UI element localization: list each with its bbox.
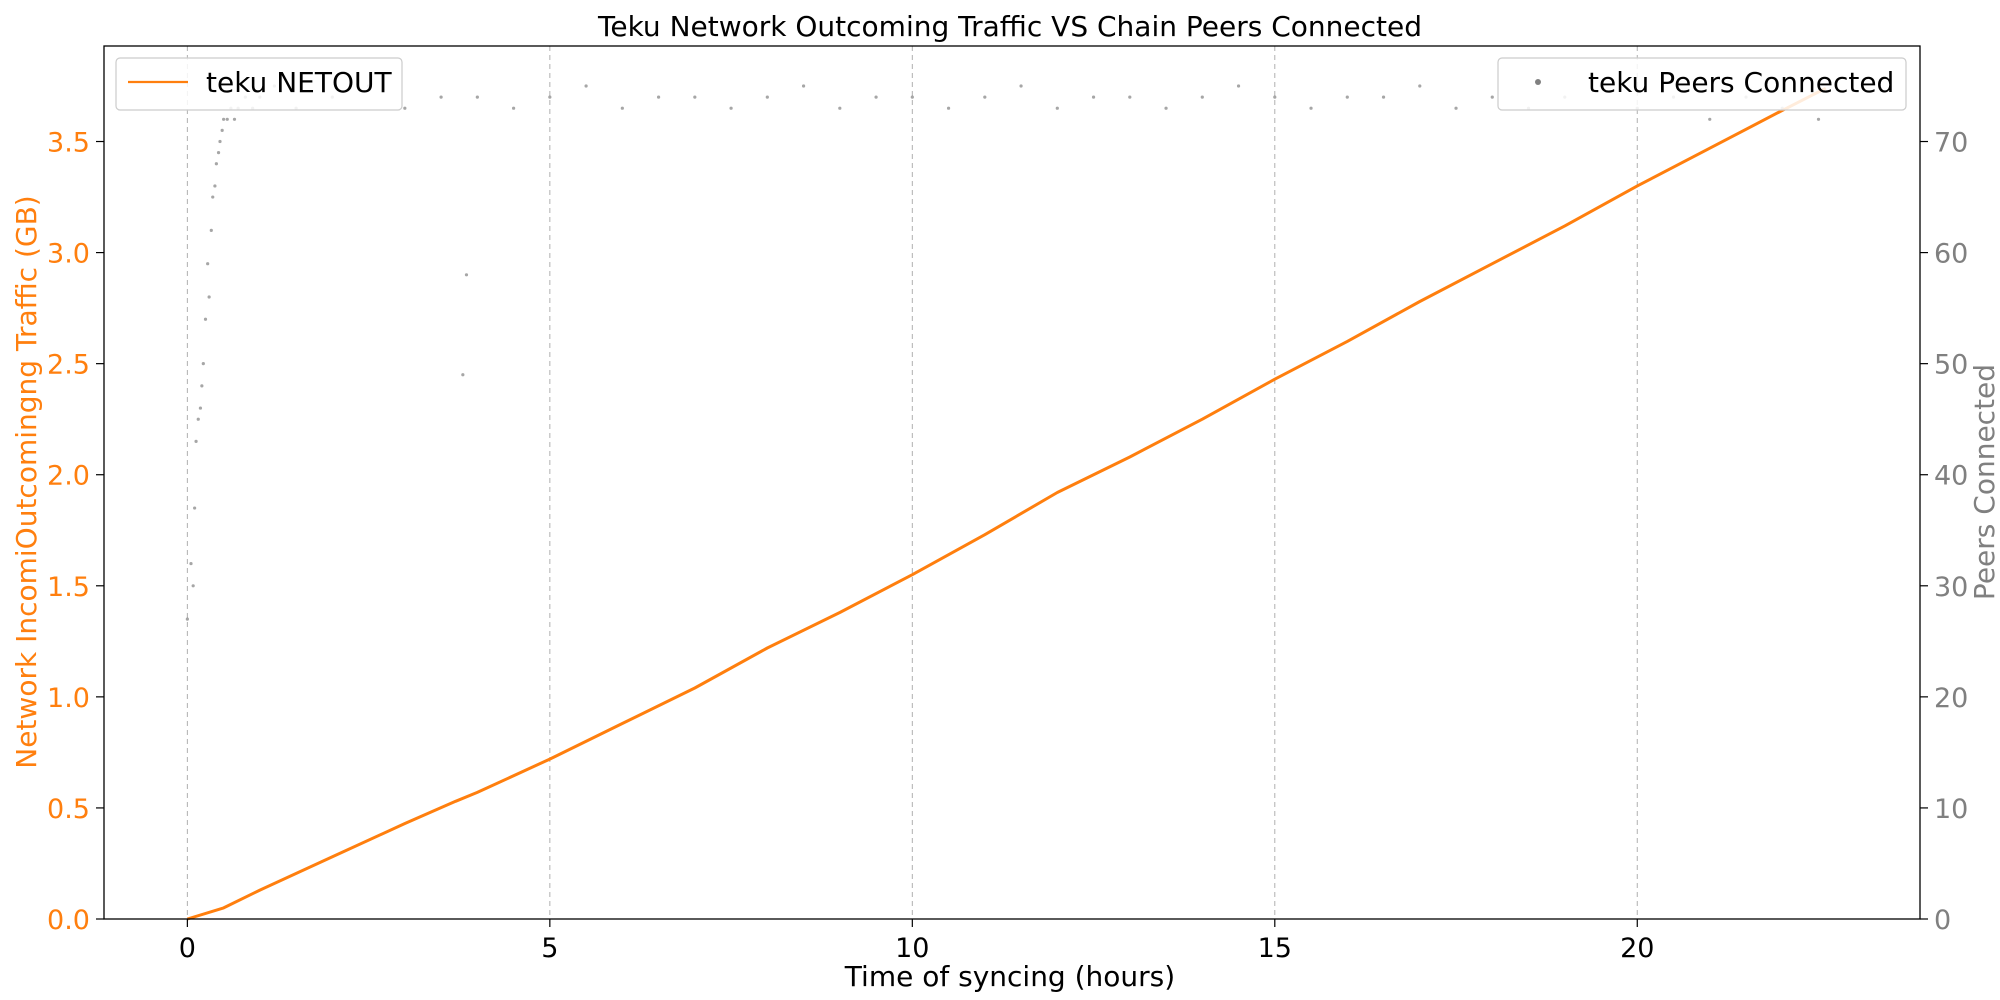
peers-point xyxy=(220,128,224,133)
y-left-tick-label: 1.5 xyxy=(47,572,90,603)
grid-lines xyxy=(186,46,1638,919)
peers-point xyxy=(194,439,198,444)
peers-point xyxy=(1200,95,1204,99)
peers-point xyxy=(1490,95,1494,99)
peers-point xyxy=(874,95,878,99)
legend-left-box xyxy=(115,57,403,111)
x-tick-label: 5 xyxy=(541,933,558,964)
x-tick-label: 10 xyxy=(895,933,929,964)
peers-point xyxy=(1816,117,1821,121)
peers-point xyxy=(983,95,987,99)
peers-point xyxy=(216,151,221,155)
peers-point xyxy=(1708,117,1712,121)
peers-point xyxy=(196,417,200,421)
netout-line-series xyxy=(186,86,1827,921)
y-left-axis-ticks: 0.0 0.5 1.0 1.5 2.0 2.5 3.0 3.5 xyxy=(47,128,104,936)
peers-point xyxy=(910,95,914,99)
peers-point xyxy=(1236,84,1241,88)
netout-line xyxy=(186,86,1827,921)
y-right-axis-label: Peers Connected xyxy=(1968,364,2000,600)
peers-point xyxy=(1055,106,1059,110)
peers-point xyxy=(1273,95,1277,99)
peers-point xyxy=(475,95,479,99)
y-left-tick-label: 1.0 xyxy=(47,683,90,714)
peers-scatter-series xyxy=(185,84,1821,621)
peers-point xyxy=(1309,106,1313,110)
peers-point xyxy=(207,295,211,299)
peers-point xyxy=(200,384,204,388)
peers-point xyxy=(211,195,215,199)
legend-right-dot-swatch xyxy=(1535,79,1541,85)
peers-point xyxy=(203,317,208,321)
peers-point xyxy=(1418,84,1422,88)
peers-point xyxy=(1128,95,1132,99)
peers-point xyxy=(765,95,769,99)
legend-left: teku NETOUT xyxy=(115,57,403,111)
peers-point xyxy=(1345,95,1349,99)
x-tick-label: 0 xyxy=(179,933,196,964)
x-tick-label: 15 xyxy=(1258,933,1292,964)
peers-point xyxy=(218,139,222,144)
y-right-axis-ticks: 0 10 20 30 40 50 60 70 xyxy=(1920,128,1968,936)
y-right-tick-label: 30 xyxy=(1934,572,1968,603)
peers-point xyxy=(403,106,407,110)
x-axis-ticks: 0 5 10 15 20 xyxy=(179,919,1654,964)
y-right-tick-label: 60 xyxy=(1934,239,1968,270)
legend-right-box xyxy=(1497,57,1907,111)
peers-point xyxy=(946,106,951,110)
y-left-tick-label: 0.5 xyxy=(47,794,90,825)
y-left-tick-label: 3.0 xyxy=(47,239,90,270)
peers-point xyxy=(729,106,733,110)
x-axis-label: Time of syncing (hours) xyxy=(844,960,1175,993)
chart-title: Teku Network Outcoming Traffic VS Chain … xyxy=(597,10,1422,43)
legend-right: teku Peers Connected xyxy=(1497,57,1907,111)
y-right-tick-label: 0 xyxy=(1934,905,1951,936)
y-right-tick-label: 70 xyxy=(1934,128,1968,159)
peers-point xyxy=(191,584,195,588)
peers-point xyxy=(838,106,842,110)
plot-frame xyxy=(103,45,1921,920)
peers-point xyxy=(693,95,697,99)
peers-point xyxy=(232,117,237,121)
y-right-tick-label: 10 xyxy=(1934,794,1968,825)
peers-point xyxy=(198,406,203,410)
y-left-tick-label: 2.0 xyxy=(47,461,90,492)
y-right-tick-label: 40 xyxy=(1934,461,1968,492)
y-left-tick-label: 3.5 xyxy=(47,128,90,159)
y-left-tick-label: 2.5 xyxy=(47,350,90,381)
peers-point xyxy=(185,617,189,621)
peers-point xyxy=(201,362,205,366)
peers-point xyxy=(461,373,465,377)
peers-point xyxy=(1381,95,1386,99)
x-tick-label: 20 xyxy=(1620,933,1654,964)
peers-point xyxy=(206,262,210,266)
peers-point xyxy=(193,506,197,510)
legend-left-label: teku NETOUT xyxy=(206,66,392,99)
legend-right-label: teku Peers Connected xyxy=(1588,66,1894,99)
peers-point xyxy=(214,162,218,166)
peers-point xyxy=(1164,106,1168,110)
peers-point xyxy=(1454,106,1458,110)
peers-point xyxy=(189,561,193,566)
peers-point xyxy=(222,117,226,121)
peers-point xyxy=(213,184,217,188)
y-right-tick-label: 50 xyxy=(1934,350,1968,381)
peers-point xyxy=(439,95,443,99)
peers-point xyxy=(1019,84,1023,88)
peers-point xyxy=(656,95,661,99)
y-left-axis-label: Network IncomiOutcomingng Traffic (GB) xyxy=(10,195,43,768)
peers-point xyxy=(620,106,624,110)
peers-point xyxy=(801,84,806,88)
peers-point xyxy=(548,95,552,99)
peers-point xyxy=(511,106,516,110)
peers-point xyxy=(225,117,229,121)
peers-point xyxy=(464,273,469,277)
peers-point xyxy=(1091,95,1096,99)
y-right-tick-label: 20 xyxy=(1934,683,1968,714)
peers-point xyxy=(209,228,213,232)
y-left-tick-label: 0.0 xyxy=(47,905,90,936)
peers-point xyxy=(584,84,588,88)
